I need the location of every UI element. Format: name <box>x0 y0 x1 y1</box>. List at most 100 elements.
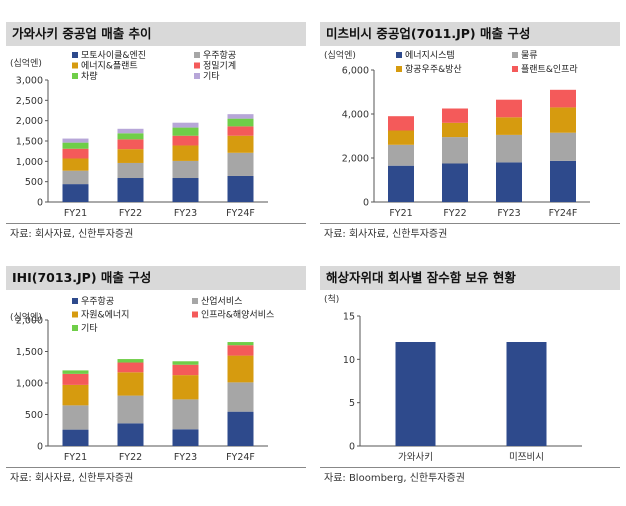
x-tick-label: FY24F <box>226 208 255 219</box>
bar-segment <box>172 135 199 146</box>
bar-segment <box>62 384 89 406</box>
bar-segment <box>117 149 144 163</box>
chart-svg-kawasaki: (십억엔) 0 500 1,000 1,500 2,000 2,500 3,000 FY21 FY… <box>10 50 268 219</box>
bar-segment <box>227 355 254 383</box>
unit-label: (십억엔) <box>10 311 42 323</box>
legend-label: 플랜트&인프라 <box>521 64 578 75</box>
x-tick-label: 가와사키 <box>398 451 433 463</box>
legend-label: 에너지&플랜트 <box>81 61 138 72</box>
legend-swatch <box>194 62 200 69</box>
y-tick-label: 10 <box>343 355 355 366</box>
x-tick-label: FY21 <box>64 452 87 463</box>
bar-segment <box>62 158 89 171</box>
legend-swatch <box>72 311 78 318</box>
bar-segment <box>117 162 144 179</box>
bar-segment <box>227 135 254 153</box>
chart-title: 가와사키 중공업 매출 추이 <box>6 22 306 46</box>
legend-swatch <box>512 66 518 72</box>
legend-swatch <box>72 52 78 58</box>
bar-segment <box>442 137 468 164</box>
chart-source: 자료: 회사자료, 신한투자증권 <box>10 473 134 484</box>
y-tick-label: 0 <box>37 198 43 209</box>
bar-segment <box>496 134 522 163</box>
chart-panel-kawasaki: 가와사키 중공업 매출 추이 (십억엔) 0 500 1,000 1,500 2,000 2… <box>6 22 306 262</box>
bar-segment <box>62 148 89 159</box>
legend-swatch <box>72 325 78 331</box>
bar-segment <box>550 89 576 108</box>
chart-panel-ihi: IHI(7013.JP) 매출 구성 (십억엔) 0 500 1,000 1,500 2,… <box>6 266 306 506</box>
chart-source: 자료: Bloomberg, 신한투자증권 <box>324 473 465 484</box>
y-tick-label: 1,000 <box>16 379 43 390</box>
bar-segment <box>388 116 414 131</box>
y-tick-label: 0 <box>37 442 43 453</box>
legend-label: 산업서비스 <box>201 296 242 307</box>
bar-segment <box>388 130 414 145</box>
legend-swatch <box>512 52 518 58</box>
chart-svg-submarines: (척) 0 5 10 15 가와사키 미쯔비시 <box>324 294 582 463</box>
y-tick-label: 6,000 <box>342 66 369 77</box>
bar-segment <box>550 132 576 161</box>
chart-panel-mitsubishi: 미츠비시 중공업(7011.JP) 매출 구성 (십억엔) 0 2,000 4,000… <box>320 22 620 262</box>
bar-segment <box>172 429 199 446</box>
bar-segment <box>227 345 254 356</box>
divider <box>6 467 306 468</box>
bar-segment <box>506 342 547 446</box>
x-tick-label: FY24F <box>226 452 255 463</box>
legend-label: 모토사이클&엔진 <box>81 50 146 61</box>
bar-segment <box>172 178 199 202</box>
legend-swatch <box>192 298 198 304</box>
x-tick-label: FY21 <box>64 208 87 219</box>
x-tick-label: FY23 <box>174 452 197 463</box>
bar-segment <box>62 138 89 143</box>
legend-label: 기타 <box>81 323 98 334</box>
chart-svg-mitsubishi: (십억엔) 0 2,000 4,000 6,000 FY21 FY22 FY23 FY24F 에너… <box>324 49 590 219</box>
bar-segment <box>62 170 89 185</box>
legend-swatch <box>72 298 78 304</box>
bar-segment <box>172 375 199 400</box>
bar-segment <box>442 122 468 138</box>
y-tick-label: 3,000 <box>16 76 43 87</box>
bar-segment <box>227 382 254 412</box>
chart-title: 해상자위대 회사별 잠수함 보유 현황 <box>320 266 620 290</box>
chart-svg-ihi: (십억엔) 0 500 1,000 1,500 2,000 FY21 FY22 FY23 FY24… <box>10 296 274 463</box>
bar-segment <box>172 122 199 128</box>
y-tick-label: 1,000 <box>16 157 43 168</box>
x-tick-label: FY23 <box>497 208 520 219</box>
legend-label: 차량 <box>81 70 98 82</box>
bar-segment <box>172 145 199 161</box>
unit-label: (십억엔) <box>324 49 356 61</box>
bar-segment <box>388 144 414 166</box>
bar-segment <box>550 107 576 133</box>
bar-segment <box>172 399 199 430</box>
legend-swatch <box>396 52 402 58</box>
bar-segment <box>395 342 436 446</box>
legend-swatch <box>192 311 198 318</box>
x-tick-label: FY22 <box>119 452 142 463</box>
bar-segment <box>496 162 522 202</box>
legend-label: 우주항공 <box>203 50 236 61</box>
chart-source: 자료: 회사자료, 신한투자증권 <box>10 229 134 240</box>
unit-label: (십억엔) <box>10 57 42 69</box>
bar-segment <box>227 175 254 202</box>
y-tick-label: 2,000 <box>16 116 43 127</box>
bar-segment <box>172 160 199 179</box>
x-tick-label: 미쯔비시 <box>509 452 544 463</box>
legend-swatch <box>72 73 78 79</box>
legend-swatch <box>72 62 78 69</box>
bar-segment <box>227 411 254 446</box>
bar-segment <box>117 128 144 134</box>
bar-segment <box>227 118 254 127</box>
legend-label: 항공우주&방산 <box>405 64 462 75</box>
bar-segment <box>62 142 89 149</box>
legend-label: 인프라&해양서비스 <box>201 310 274 321</box>
bar-segment <box>62 405 89 430</box>
chart-title: 미츠비시 중공업(7011.JP) 매출 구성 <box>320 22 620 46</box>
bar-segment <box>117 395 144 424</box>
bar-segment <box>442 108 468 123</box>
bar-segment <box>227 114 254 119</box>
legend-label: 기타 <box>203 71 220 82</box>
y-tick-label: 2,000 <box>342 154 369 165</box>
bar-segment <box>117 362 144 373</box>
bar-segment <box>172 127 199 136</box>
legend-label: 물류 <box>521 50 538 61</box>
